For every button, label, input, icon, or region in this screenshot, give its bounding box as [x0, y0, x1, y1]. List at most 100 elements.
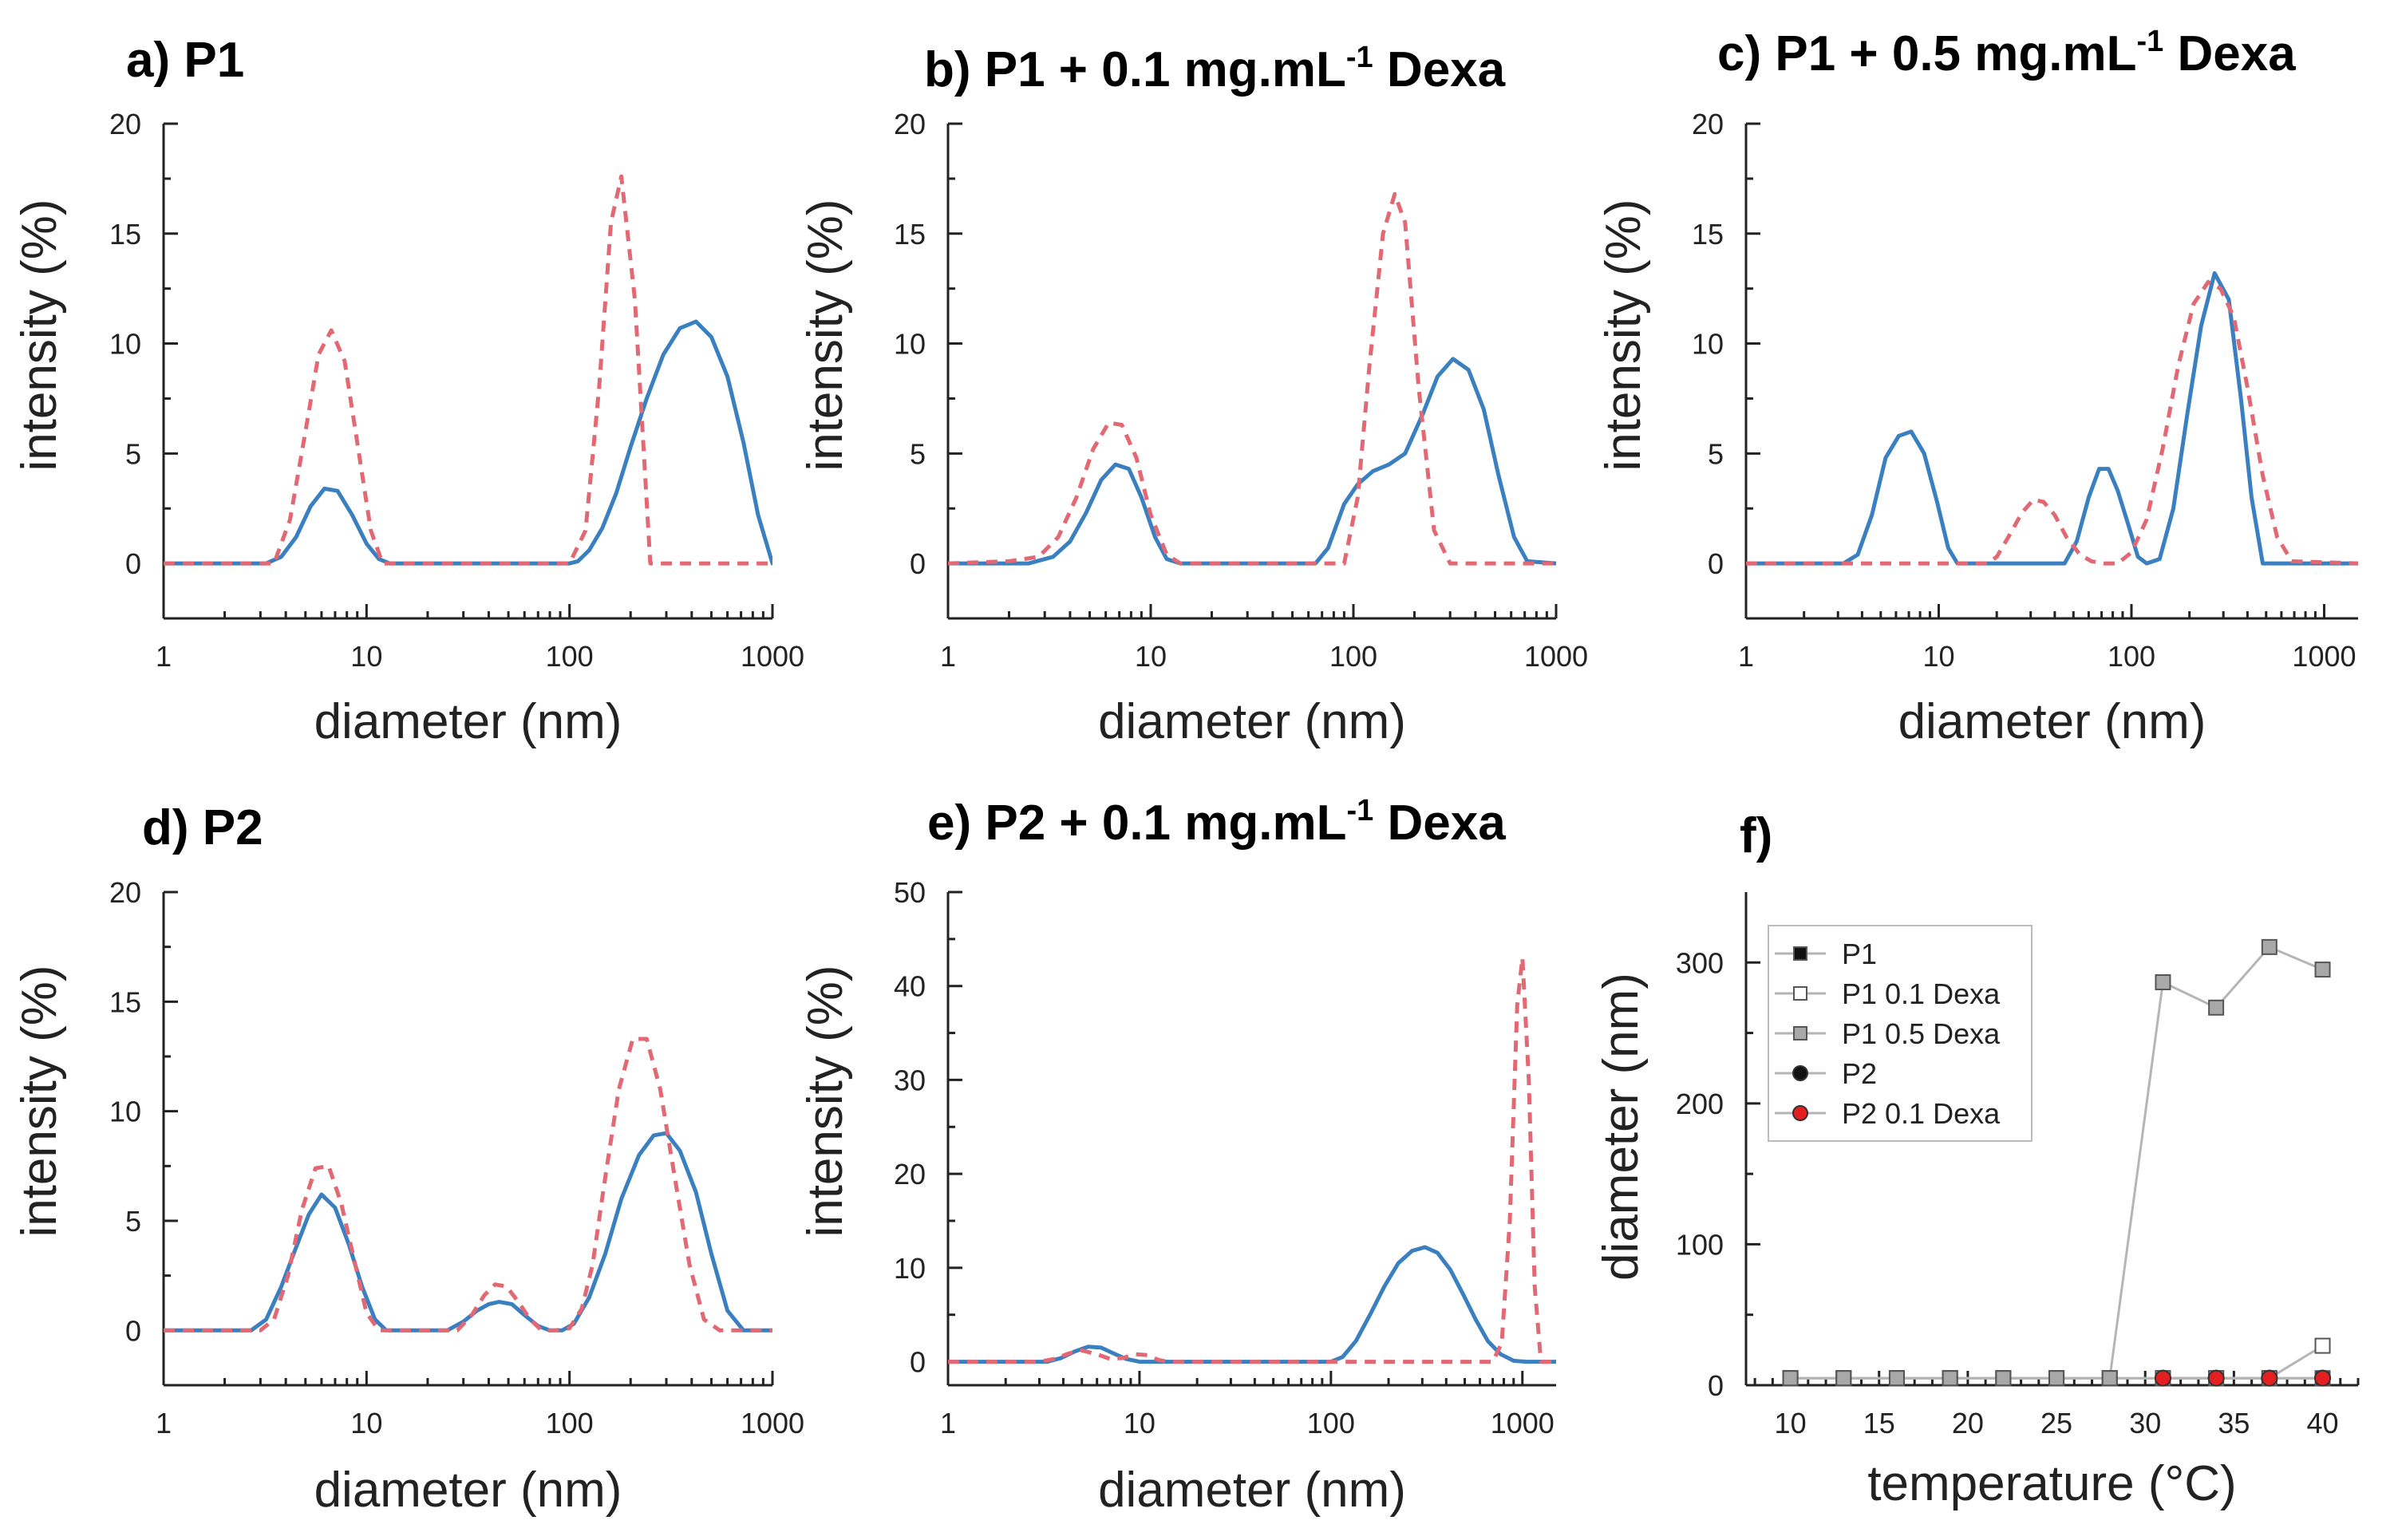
x-tick-label-c: 1000 — [2292, 640, 2356, 673]
y-tick-label-e: 20 — [894, 1158, 926, 1191]
panel-b-title: b) P1 + 0.1 mg.mL-1 Dexa — [924, 41, 1506, 97]
y-axis-label-d: intensity (%) — [12, 965, 67, 1237]
y-tick-label-c: 10 — [1692, 328, 1724, 361]
x-tick-label-f: 20 — [1952, 1407, 1984, 1439]
y-tick-label-d: 5 — [125, 1205, 141, 1238]
legend-entry: P2 — [1842, 1057, 1877, 1090]
x-tick-label-a: 1 — [156, 640, 172, 673]
panel-e-title: e) P2 + 0.1 mg.mL-1 Dexa — [927, 794, 1506, 851]
x-axis-label-d: diameter (nm) — [314, 1463, 622, 1518]
y-axis-label-b: intensity (%) — [798, 199, 853, 471]
y-tick-label-f: 0 — [1708, 1369, 1724, 1402]
x-axis-label-c: diameter (nm) — [1898, 694, 2206, 749]
y-tick-label-a: 5 — [125, 437, 141, 470]
x-tick-label-a: 100 — [546, 640, 594, 673]
scatter-point-square — [2048, 1370, 2065, 1387]
legend-entry: P1 0.5 Dexa — [1842, 1017, 2001, 1050]
x-tick-label-b: 10 — [1135, 640, 1167, 673]
legend-marker-square — [1793, 946, 1807, 961]
x-tick-label-c: 10 — [1922, 640, 1954, 673]
y-tick-label-b: 10 — [894, 328, 926, 361]
legend-entry: P1 — [1842, 938, 1877, 970]
y-tick-label-d: 20 — [109, 876, 141, 909]
y-tick-label-e: 40 — [894, 970, 926, 1003]
y-axis-label-c: intensity (%) — [1596, 199, 1651, 471]
x-tick-label-f: 40 — [2307, 1407, 2339, 1439]
scatter-point-circle — [2261, 1369, 2278, 1387]
scatter-point-square — [2314, 962, 2331, 978]
y-tick-label-d: 15 — [109, 985, 141, 1018]
x-tick-label-d: 10 — [350, 1407, 382, 1439]
solid-series-line-e — [948, 1245, 1556, 1364]
x-tick-label-f: 15 — [1863, 1407, 1895, 1439]
dashed-series-line-b — [948, 192, 1556, 566]
y-tick-label-f: 300 — [1676, 946, 1724, 979]
y-tick-label-a: 0 — [125, 547, 141, 580]
x-axis-label-e: diameter (nm) — [1098, 1463, 1406, 1518]
panel-e-p2-01-dexa: e) P2 + 0.1 mg.mL-1 Dexa 1 10 100 1000 0 10 20… — [798, 794, 1556, 1518]
y-tick-label-c: 5 — [1708, 437, 1724, 470]
dashed-series-line-c — [1746, 279, 2358, 566]
scatter-point-square — [1942, 1370, 1958, 1387]
x-tick-label-b: 1 — [940, 640, 956, 673]
x-axis-label-a: diameter (nm) — [314, 694, 622, 749]
x-tick-label-e: 100 — [1307, 1407, 1355, 1439]
x-tick-label-d: 1000 — [741, 1407, 804, 1439]
scatter-point-circle — [2314, 1369, 2332, 1387]
scatter-point-circle — [2154, 1369, 2171, 1387]
dashed-series-line-a — [164, 174, 772, 566]
x-axis-label-f: temperature (°C) — [1867, 1456, 2236, 1511]
x-tick-label-c: 100 — [2108, 640, 2155, 673]
x-tick-label-f: 35 — [2218, 1407, 2250, 1439]
scatter-point-square — [1835, 1370, 1852, 1387]
x-tick-label-b: 1000 — [1524, 640, 1588, 673]
x-tick-label-b: 100 — [1329, 640, 1377, 673]
x-tick-label-d: 1 — [156, 1407, 172, 1439]
x-tick-label-f: 25 — [2040, 1407, 2072, 1439]
y-tick-label-c: 20 — [1692, 108, 1724, 140]
scatter-point-square — [2261, 938, 2277, 955]
x-tick-label-d: 100 — [546, 1407, 594, 1439]
y-axis-label-e: intensity (%) — [798, 965, 853, 1237]
panel-c-title: c) P1 + 0.5 mg.mL-1 Dexa — [1717, 25, 2296, 81]
panel-b-p1-01-dexa: b) P1 + 0.1 mg.mL-1 Dexa 1 10 100 1000 0 5 10 1… — [798, 41, 1588, 749]
x-tick-label-f: 30 — [2129, 1407, 2161, 1439]
panel-f-temperature: f) 10 15 20 25 30 35 40 0 100 200 300 temperature (… — [1594, 808, 2360, 1511]
y-tick-label-e: 30 — [894, 1064, 926, 1096]
solid-series-line-d — [164, 1131, 772, 1333]
x-tick-label-e: 1 — [940, 1407, 956, 1439]
legend-entry: P2 0.1 Dexa — [1842, 1097, 2001, 1130]
y-tick-label-d: 0 — [125, 1314, 141, 1347]
scatter-point-square — [1782, 1370, 1799, 1387]
solid-series-line-b — [948, 357, 1556, 566]
x-axis-label-b: diameter (nm) — [1098, 694, 1406, 749]
y-tick-label-f: 200 — [1676, 1088, 1724, 1120]
scatter-point-circle — [2207, 1369, 2225, 1387]
x-tick-label-c: 1 — [1738, 640, 1754, 673]
panel-f-title: f) — [1740, 808, 1772, 863]
y-tick-label-c: 15 — [1692, 218, 1724, 251]
legend-entry: P1 0.1 Dexa — [1842, 977, 2001, 1010]
panel-d-title: d) P2 — [142, 800, 263, 855]
panel-d-p2: d) P2 1 10 100 1000 0 5 10 15 20 diameter (nm) int… — [12, 800, 804, 1518]
y-tick-label-b: 20 — [894, 108, 926, 140]
y-tick-label-a: 15 — [109, 218, 141, 251]
x-tick-label-a: 1000 — [741, 640, 804, 673]
legend-marker-circle — [1792, 1105, 1808, 1121]
scatter-point-square — [2208, 999, 2225, 1016]
y-axis-label-a: intensity (%) — [12, 199, 67, 471]
scatter-point-square — [2314, 1337, 2331, 1354]
x-tick-label-e: 10 — [1124, 1407, 1156, 1439]
legend-marker-circle — [1792, 1065, 1808, 1081]
solid-series-line-c — [1746, 270, 2358, 566]
dashed-series-line-d — [164, 1037, 772, 1333]
y-tick-label-a: 20 — [109, 108, 141, 140]
y-axis-label-f: diameter (nm) — [1594, 973, 1649, 1281]
y-tick-label-b: 15 — [894, 218, 926, 251]
panel-a-p1: a) P1 1 10 100 1000 0 5 10 15 20 diameter (nm) int… — [12, 33, 804, 749]
y-tick-label-e: 0 — [910, 1346, 926, 1379]
x-tick-label-e: 1000 — [1491, 1407, 1555, 1439]
y-tick-label-f: 100 — [1676, 1228, 1724, 1261]
legend-marker-square — [1793, 986, 1807, 1001]
